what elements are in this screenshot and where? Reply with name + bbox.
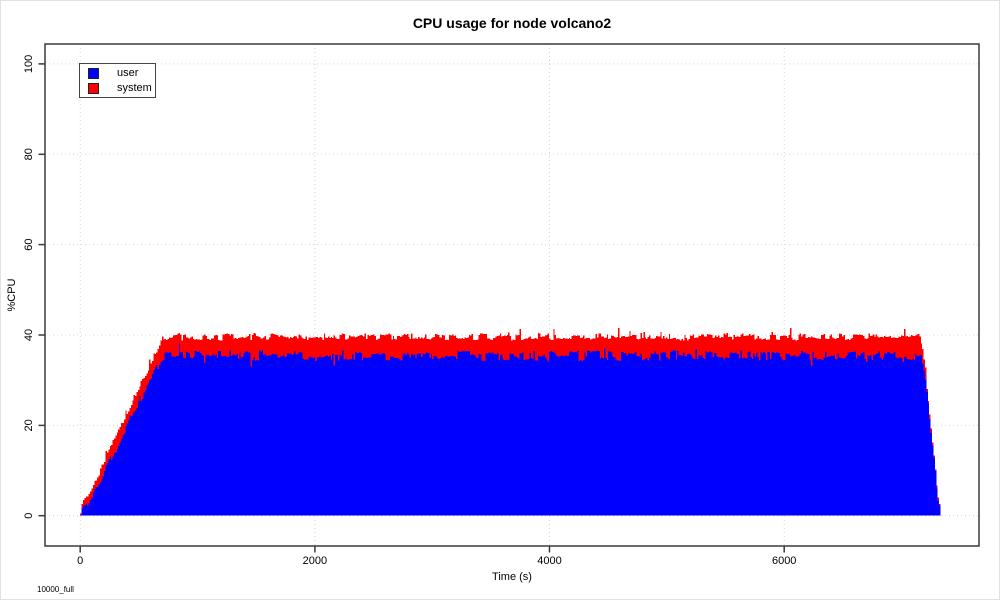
x-tick-label: 6000 <box>772 555 796 567</box>
legend-item-system: system <box>88 82 155 94</box>
x-axis-ticks: 0 2000 4000 6000 <box>77 546 796 567</box>
y-tick-label: 40 <box>23 329 35 341</box>
legend-item-user: user <box>88 67 155 79</box>
area-user <box>80 343 941 516</box>
stacked-areas <box>80 328 941 516</box>
y-tick-label: 20 <box>23 419 35 431</box>
user-swatch-icon <box>88 67 99 79</box>
legend: user system <box>79 63 156 98</box>
y-axis-label: %CPU <box>6 278 18 312</box>
y-axis-ticks: 0 20 40 60 80 100 <box>23 55 45 519</box>
system-swatch-icon <box>88 82 99 94</box>
x-tick-label: 4000 <box>537 555 561 567</box>
legend-label-user: user <box>117 66 139 79</box>
y-tick-label: 0 <box>23 513 35 519</box>
y-tick-label: 80 <box>23 148 35 160</box>
x-tick-label: 2000 <box>303 555 327 567</box>
chart-title: CPU usage for node volcano2 <box>412 15 612 31</box>
legend-label-system: system <box>117 81 152 94</box>
y-tick-label: 60 <box>23 238 35 250</box>
plot-note: 10000_full <box>37 585 74 594</box>
y-tick-label: 100 <box>23 55 35 73</box>
x-axis-label: Time (s) <box>492 571 532 583</box>
x-tick-label: 0 <box>77 555 83 567</box>
plot-border <box>44 43 980 547</box>
